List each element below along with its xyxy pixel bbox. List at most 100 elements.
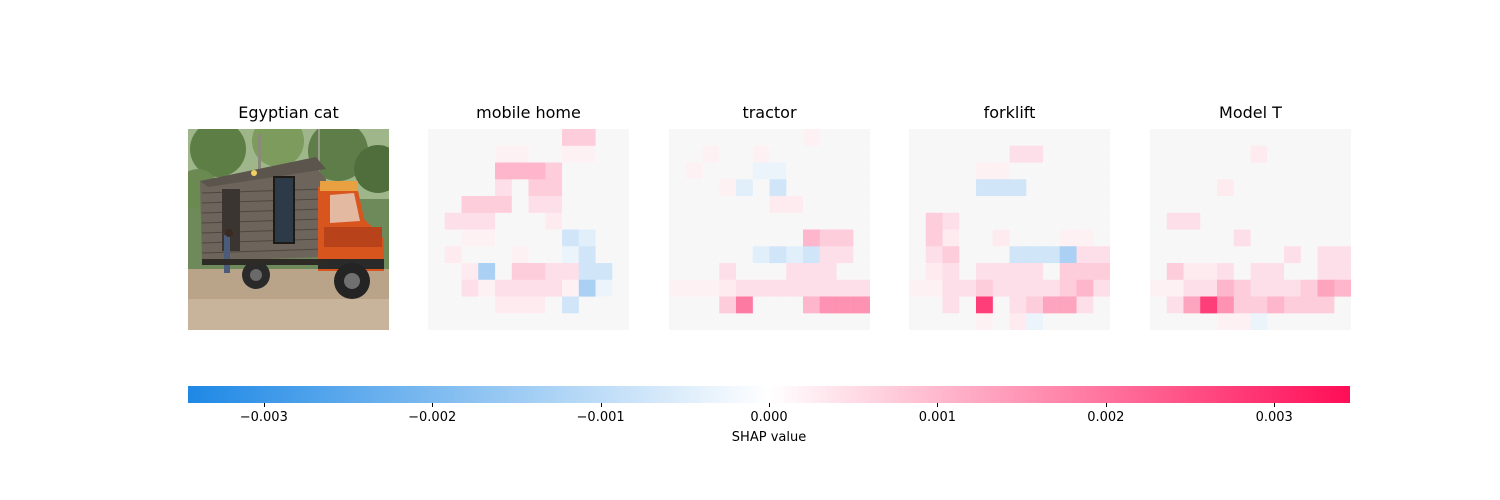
heatmap-cell bbox=[1166, 145, 1184, 163]
heatmap-cell bbox=[1093, 279, 1110, 297]
heatmap-cell bbox=[1200, 196, 1218, 214]
heatmap-cell bbox=[1233, 145, 1251, 163]
heatmap-cell bbox=[1200, 129, 1218, 147]
heatmap-cell bbox=[836, 179, 854, 197]
heatmap-cell bbox=[1076, 263, 1094, 281]
heatmap-cell bbox=[545, 296, 563, 314]
shap-heatmap-model-t bbox=[1150, 129, 1351, 330]
heatmap-cell bbox=[685, 246, 703, 264]
heatmap-cell bbox=[976, 296, 994, 314]
heatmap-cell bbox=[909, 162, 927, 180]
heatmap-cell bbox=[1334, 279, 1351, 297]
shap-heatmap bbox=[909, 129, 1110, 330]
heatmap-cell bbox=[612, 196, 629, 214]
heatmap-cell bbox=[528, 229, 546, 247]
heatmap-cell bbox=[685, 263, 703, 281]
colorbar-tick-label: 0.003 bbox=[1255, 410, 1293, 425]
heatmap-cell bbox=[942, 279, 960, 297]
heatmap-cell bbox=[925, 179, 943, 197]
heatmap-cell bbox=[836, 229, 854, 247]
heatmap-cell bbox=[976, 246, 994, 264]
heatmap-cell bbox=[769, 246, 787, 264]
heatmap-cell bbox=[1233, 246, 1251, 264]
colorbar-tick-mark bbox=[432, 403, 434, 407]
heatmap-cell bbox=[595, 179, 613, 197]
heatmap-cell bbox=[1183, 162, 1201, 180]
heatmap-cell bbox=[976, 162, 994, 180]
heatmap-cell bbox=[478, 313, 496, 330]
heatmap-cell bbox=[736, 196, 754, 214]
heatmap-cell bbox=[836, 145, 854, 163]
heatmap-cell bbox=[909, 179, 927, 197]
colorbar-tick-mark bbox=[263, 403, 265, 407]
heatmap-cell bbox=[461, 296, 479, 314]
colorbar-tick-mark bbox=[1274, 403, 1276, 407]
heatmap-cell bbox=[495, 212, 513, 230]
heatmap-cell bbox=[942, 145, 960, 163]
heatmap-cell bbox=[769, 162, 787, 180]
heatmap-cell bbox=[562, 129, 580, 147]
heatmap-cell bbox=[1093, 179, 1110, 197]
heatmap-cell bbox=[752, 196, 770, 214]
heatmap-cell bbox=[562, 279, 580, 297]
heatmap-cell bbox=[1093, 196, 1110, 214]
heatmap-cell bbox=[819, 162, 837, 180]
heatmap-cell bbox=[976, 212, 994, 230]
heatmap-cell bbox=[803, 162, 821, 180]
heatmap-cell bbox=[428, 313, 446, 330]
heatmap-cell bbox=[1233, 162, 1251, 180]
heatmap-cell bbox=[1183, 229, 1201, 247]
heatmap-cell bbox=[925, 129, 943, 147]
heatmap-cell bbox=[612, 179, 629, 197]
heatmap-cell bbox=[1076, 246, 1094, 264]
heatmap-cell bbox=[1043, 129, 1061, 147]
heatmap-cell bbox=[578, 145, 596, 163]
heatmap-cell bbox=[1300, 263, 1318, 281]
heatmap-cell bbox=[909, 196, 927, 214]
heatmap-cell bbox=[736, 296, 754, 314]
heatmap-cell bbox=[819, 145, 837, 163]
heatmap-cell bbox=[495, 279, 513, 297]
heatmap-cell bbox=[478, 179, 496, 197]
heatmap-cell bbox=[803, 263, 821, 281]
heatmap-cell bbox=[1200, 212, 1218, 230]
heatmap-cell bbox=[769, 229, 787, 247]
heatmap-cell bbox=[461, 212, 479, 230]
heatmap-cell bbox=[1317, 129, 1335, 147]
heatmap-cell bbox=[1284, 162, 1302, 180]
heatmap-cell bbox=[1334, 263, 1351, 281]
heatmap-cell bbox=[1250, 263, 1268, 281]
heatmap-cell bbox=[685, 129, 703, 147]
heatmap-cell bbox=[495, 229, 513, 247]
heatmap-cell bbox=[595, 279, 613, 297]
heatmap-cell bbox=[1284, 279, 1302, 297]
heatmap-cell bbox=[719, 212, 737, 230]
heatmap-cell bbox=[702, 246, 720, 264]
heatmap-cell bbox=[942, 296, 960, 314]
heatmap-cell bbox=[1267, 263, 1285, 281]
heatmap-cell bbox=[1217, 145, 1235, 163]
heatmap-cell bbox=[545, 246, 563, 264]
heatmap-cell bbox=[769, 313, 787, 330]
heatmap-cell bbox=[1284, 229, 1302, 247]
heatmap-cell bbox=[685, 279, 703, 297]
heatmap-cell bbox=[803, 229, 821, 247]
heatmap-cell bbox=[669, 313, 687, 330]
heatmap-cell bbox=[942, 229, 960, 247]
heatmap-cell bbox=[1334, 212, 1351, 230]
heatmap-cell bbox=[1317, 196, 1335, 214]
heatmap-cell bbox=[528, 129, 546, 147]
heatmap-cell bbox=[1317, 212, 1335, 230]
heatmap-cell bbox=[959, 246, 977, 264]
heatmap-cell bbox=[1043, 162, 1061, 180]
heatmap-cell bbox=[578, 229, 596, 247]
heatmap-cell bbox=[1043, 179, 1061, 197]
heatmap-cell bbox=[428, 145, 446, 163]
heatmap-cell bbox=[562, 162, 580, 180]
heatmap-cell bbox=[444, 263, 462, 281]
heatmap-cell bbox=[1183, 279, 1201, 297]
heatmap-cell bbox=[909, 313, 927, 330]
heatmap-cell bbox=[909, 129, 927, 147]
heatmap-cell bbox=[702, 212, 720, 230]
heatmap-cell bbox=[1043, 196, 1061, 214]
